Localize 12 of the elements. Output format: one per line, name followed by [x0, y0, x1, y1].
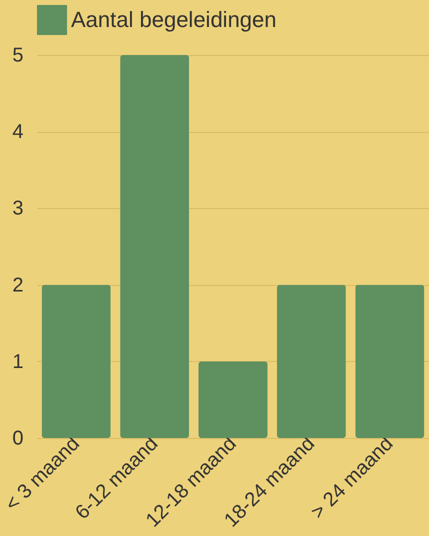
y-tick-label: 4	[12, 121, 24, 144]
bar	[355, 284, 424, 438]
bar	[198, 361, 268, 438]
y-tick-label: 2	[12, 274, 24, 296]
bar	[276, 284, 346, 438]
y-tick-label: 1	[12, 350, 24, 373]
y-tick-label: 5	[12, 44, 24, 66]
y-tick-label: 0	[12, 428, 24, 450]
legend-label: Aantal begeleidingen	[71, 7, 277, 32]
bar	[42, 284, 111, 438]
y-tick-label: 3	[12, 198, 24, 220]
bar	[120, 55, 190, 438]
